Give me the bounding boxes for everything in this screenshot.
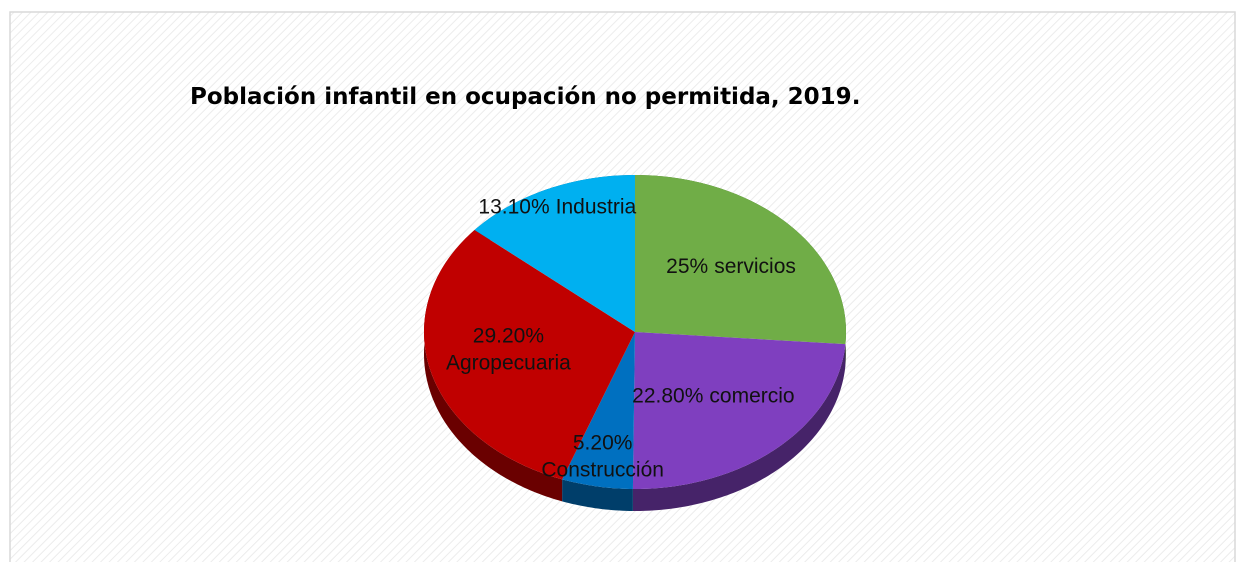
pie-slice [424,230,635,480]
data-label-value: 22.80% [632,385,703,408]
chart-title: Población infantil en ocupación no permi… [190,84,860,110]
data-label-value: 25% [666,255,708,278]
pie-slice [474,175,635,332]
data-label: 5.20% Construcción [541,431,664,481]
data-label-value: 29.20% [473,325,544,348]
pie-slice [562,332,635,489]
pie-slice [635,175,846,345]
data-label-category: Construcción [541,458,664,481]
data-label-value: 5.20% [573,431,633,454]
data-label: 13.10% Industria [478,196,636,219]
pie-slice [632,332,846,489]
data-label-category: comercio [709,385,794,408]
data-label: 29.20% Agropecuaria [446,325,571,375]
data-label-category: Industria [556,196,637,219]
pie-slice-side [632,344,846,511]
data-label: 22.80% comercio [632,385,794,408]
pie-slice-side [562,479,633,511]
data-label: 25% servicios [666,255,796,278]
pie-slice-side [424,230,563,502]
data-label-category: servicios [714,255,796,278]
data-label-value: 13.10% [478,196,549,219]
data-label-category: Agropecuaria [446,352,571,375]
